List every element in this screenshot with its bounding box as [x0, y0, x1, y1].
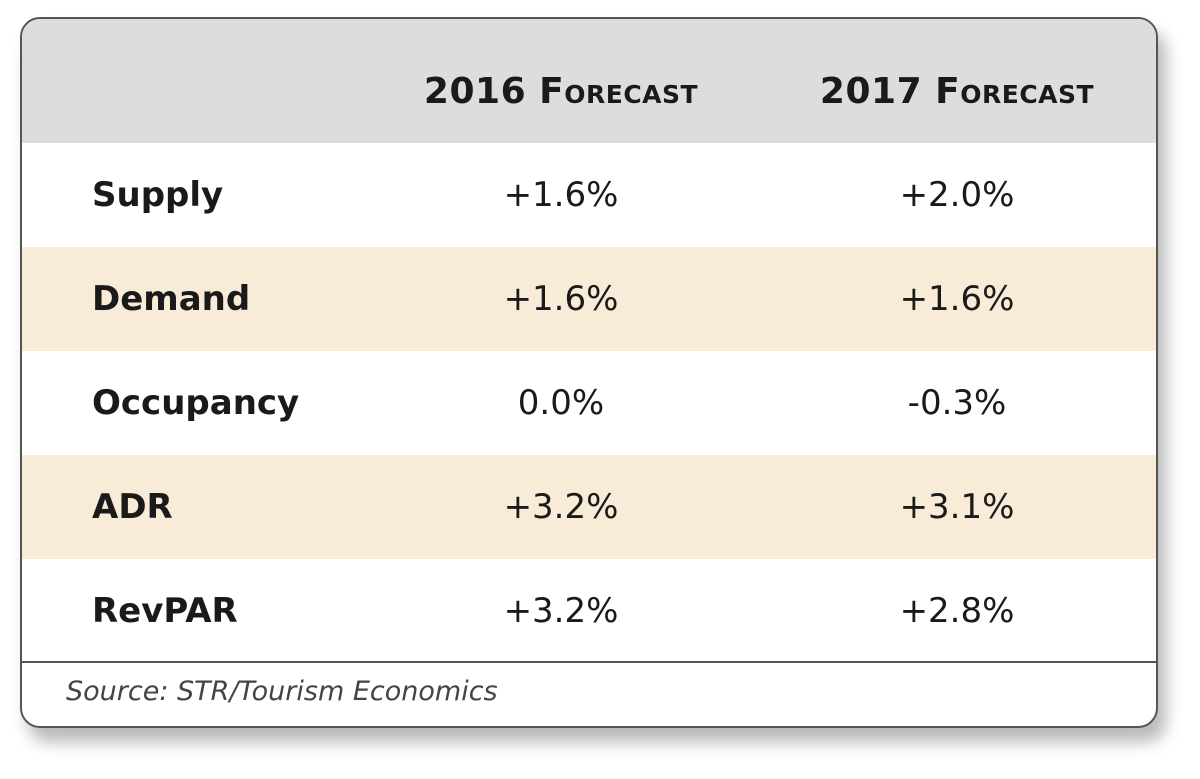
cell-value-2017: +2.8% [899, 591, 1015, 631]
row-label: Supply [92, 175, 224, 215]
cell-value-2017: -0.3% [907, 383, 1007, 423]
cell-value-2016: +3.2% [503, 591, 619, 631]
source-note: Source: STR/Tourism Economics [66, 676, 498, 707]
cell-value-2016: +1.6% [503, 175, 619, 215]
column-header-2016: 2016 Forecast [423, 71, 699, 112]
table-row: Demand +1.6% +1.6% [22, 247, 1156, 351]
cell-value-2017: +1.6% [899, 279, 1015, 319]
row-label: Occupancy [92, 383, 300, 423]
cell-value-2017: +3.1% [899, 487, 1015, 527]
cell-value-2017: +2.0% [899, 175, 1015, 215]
row-label: Demand [92, 279, 251, 319]
row-label: RevPAR [92, 591, 238, 631]
cell-value-2016: +3.2% [503, 487, 619, 527]
cell-value-2016: 0.0% [517, 383, 605, 423]
table-row: Occupancy 0.0% -0.3% [22, 351, 1156, 455]
cell-value-2016: +1.6% [503, 279, 619, 319]
row-label: ADR [92, 487, 173, 527]
table-row: ADR +3.2% +3.1% [22, 455, 1156, 559]
table-header: 2016 Forecast 2017 Forecast [22, 19, 1156, 143]
table-row: Supply +1.6% +2.0% [22, 143, 1156, 247]
footer-divider [22, 661, 1156, 663]
column-header-2017: 2017 Forecast [819, 71, 1095, 112]
table-row: RevPAR +3.2% +2.8% [22, 559, 1156, 663]
forecast-table: 2016 Forecast 2017 Forecast Supply +1.6% +… [20, 17, 1158, 728]
